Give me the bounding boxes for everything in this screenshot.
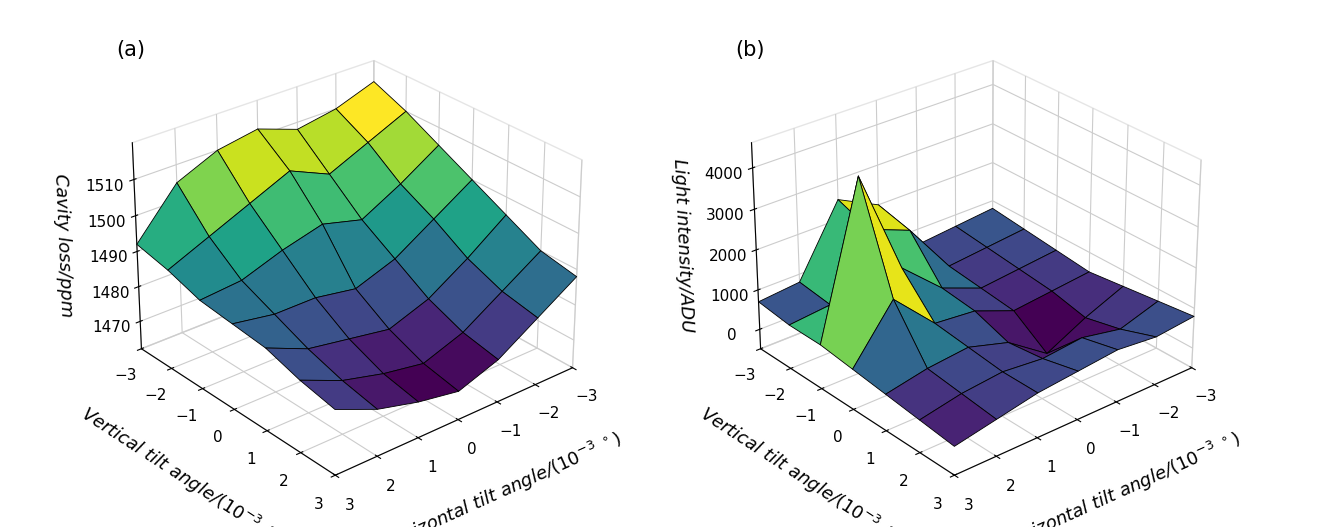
Y-axis label: Vertical tilt angle/$(10^{-3}$ $^\circ)$: Vertical tilt angle/$(10^{-3}$ $^\circ)$: [695, 402, 906, 527]
Text: (b): (b): [735, 40, 765, 60]
Text: (a): (a): [116, 40, 145, 60]
Y-axis label: Vertical tilt angle/$(10^{-3}$ $^\circ)$: Vertical tilt angle/$(10^{-3}$ $^\circ)$: [76, 402, 287, 527]
X-axis label: Horizontal tilt angle/$(10^{-3}$ $^\circ)$: Horizontal tilt angle/$(10^{-3}$ $^\circ…: [1000, 427, 1245, 527]
X-axis label: Horizontal tilt angle/$(10^{-3}$ $^\circ)$: Horizontal tilt angle/$(10^{-3}$ $^\circ…: [381, 427, 626, 527]
